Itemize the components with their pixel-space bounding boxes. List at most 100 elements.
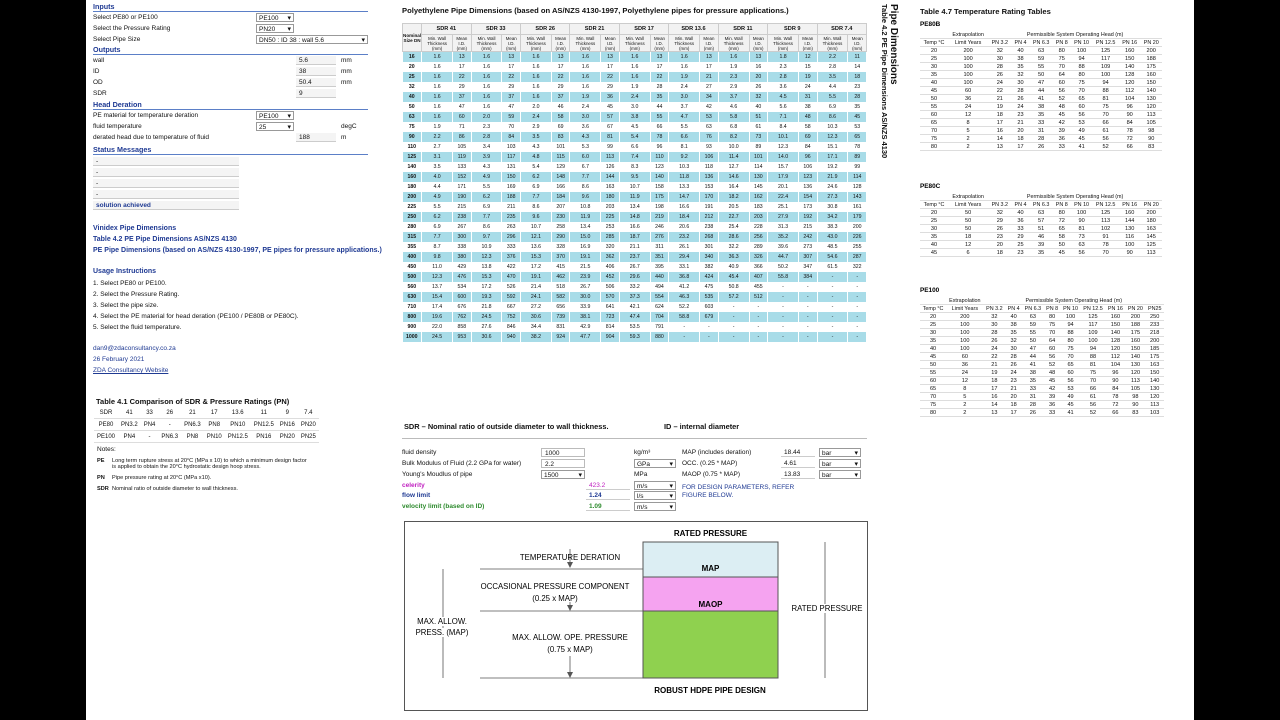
table-cell: 16 bbox=[988, 126, 1012, 135]
pipe-size-select[interactable]: DN50 : ID 38 : wall 5.6 bbox=[256, 35, 368, 45]
table-cell: 55.8 bbox=[767, 272, 800, 282]
bulk-modulus-unit-select[interactable]: GPa bbox=[634, 459, 676, 469]
table-row: 40 100 24 30 47 60 75 94 120 150 185 bbox=[920, 344, 1164, 353]
table-cell: 200 bbox=[948, 46, 989, 55]
table-cell: 24 bbox=[798, 82, 818, 92]
table-cell: 24 bbox=[948, 102, 989, 111]
pn-header: PN25 bbox=[1145, 304, 1164, 313]
table-cell: 11.9 bbox=[619, 192, 651, 202]
table-cell: 582 bbox=[551, 292, 571, 302]
table-cell: 150 bbox=[1140, 78, 1162, 87]
table-cell: 570 bbox=[600, 292, 620, 302]
table-cell: 1.6 bbox=[520, 51, 552, 62]
table-cell: 19.1 bbox=[520, 272, 552, 282]
table-cell: 17.2 bbox=[520, 262, 552, 272]
status-solution: solution achieved bbox=[93, 201, 239, 210]
table-row: 45 60 22 28 44 56 70 88 112 140 bbox=[920, 86, 1162, 95]
table-cell: 36.8 bbox=[668, 272, 701, 282]
table-row: PE80 PN3.2 PN4- PN6.3 PN8 PN10 PN12.5 PN16 PN20 bbox=[94, 418, 319, 431]
occ-unit-select[interactable]: bar bbox=[819, 459, 861, 469]
status-message: - bbox=[93, 190, 239, 199]
table-cell: 44 bbox=[1029, 86, 1053, 95]
table-cell: 130 bbox=[1125, 360, 1146, 369]
table-cell: 1.6 bbox=[471, 62, 503, 72]
table-cell: 6.9 bbox=[471, 202, 503, 212]
table-cell: 203 bbox=[749, 212, 769, 222]
table-row: 35 100 26 32 50 64 80 100 128 160 bbox=[920, 70, 1162, 79]
website-link[interactable]: ZDA Consultancy Website bbox=[93, 367, 169, 374]
celerity-unit-select[interactable]: m/s bbox=[634, 481, 676, 491]
table-cell: 2.9 bbox=[520, 122, 552, 132]
table-cell: 115 bbox=[551, 152, 571, 162]
table-cell: 4.5 bbox=[767, 92, 800, 102]
pe80b-title: PE80B bbox=[920, 21, 941, 28]
pn-header: PN 4 bbox=[1011, 200, 1030, 209]
table-cell: 163 bbox=[1145, 360, 1164, 369]
pressure-rating-select[interactable]: PN20 bbox=[256, 24, 294, 34]
table-row: 225 5.5 215 6.9 211 8.6 207 10.8 203 13.4 198 16.6 1… bbox=[402, 202, 867, 212]
table-cell: 5.6 bbox=[767, 102, 800, 112]
pn-header: PN 16 bbox=[1118, 200, 1141, 209]
table-row: 30 100 28 35 55 70 88 109 140 175 bbox=[920, 62, 1162, 71]
table-cell: 30 bbox=[983, 320, 1006, 329]
table-cell: 56 bbox=[1070, 110, 1093, 119]
fluid-temperature-select[interactable]: 25 bbox=[256, 122, 294, 132]
table-cell: 218 bbox=[1145, 328, 1164, 337]
table-cell: 38 bbox=[1029, 102, 1053, 111]
table-cell: 75 bbox=[1060, 344, 1081, 353]
table-cell: 17.4 bbox=[421, 302, 454, 312]
table-cell: 160 bbox=[1118, 208, 1141, 217]
table-cell: 440 bbox=[650, 272, 670, 282]
table-cell: 30 bbox=[920, 62, 949, 71]
occ-label: OCC. (0.25 * MAP) bbox=[682, 460, 738, 467]
table-cell: 15.3 bbox=[520, 252, 552, 262]
table-cell: 83 bbox=[1140, 142, 1162, 151]
table-cell: 2 bbox=[948, 142, 989, 151]
table-cell: 166 bbox=[551, 182, 571, 192]
table-cell: 58 bbox=[798, 122, 818, 132]
table-cell: 10.0 bbox=[718, 142, 750, 152]
pressure-rating-label: Select the Pressure Rating bbox=[93, 25, 171, 32]
table-cell: 38 bbox=[1005, 320, 1023, 329]
note-text: is applied to obtain the 20°C hydrostati… bbox=[112, 464, 261, 470]
table-cell: 130 bbox=[1140, 94, 1162, 103]
table-cell: 51 bbox=[1029, 224, 1053, 233]
table-cell: 100 bbox=[1070, 208, 1093, 217]
pe-material-select[interactable]: PE100 bbox=[256, 111, 294, 121]
density-input[interactable]: 1000 bbox=[541, 448, 585, 457]
table-cell: 200 bbox=[1145, 336, 1164, 345]
contact-email[interactable]: dan9@zdaconsultancy.co.za bbox=[93, 345, 176, 352]
id-subheader: Mean I.D. (mm) bbox=[798, 34, 818, 52]
table-cell: 23 bbox=[988, 232, 1012, 241]
table-cell: 36.3 bbox=[718, 252, 750, 262]
dn-cell: 710 bbox=[402, 302, 423, 312]
table-cell: 120 bbox=[1145, 392, 1164, 401]
table-cell: 7.7 bbox=[520, 192, 552, 202]
table-cell: 20 bbox=[920, 46, 949, 55]
young-modulus-select[interactable]: 1500 bbox=[541, 470, 585, 480]
pn-header: PN 6.3 bbox=[1022, 304, 1044, 313]
table-cell: 322 bbox=[847, 262, 867, 272]
bulk-modulus-input[interactable]: 2.2 bbox=[541, 459, 585, 468]
table-cell: 55 bbox=[1022, 328, 1044, 337]
velocity-limit-unit-select[interactable]: m/s bbox=[634, 502, 676, 512]
map-unit-select[interactable]: bar bbox=[819, 448, 861, 458]
table-cell: 18 bbox=[988, 110, 1012, 119]
table-cell: 60 bbox=[920, 376, 947, 385]
table-cell: 4.5 bbox=[619, 122, 651, 132]
table-cell: 26 bbox=[1005, 360, 1023, 369]
pe-select[interactable]: PE100 bbox=[256, 13, 294, 23]
table-cell: - bbox=[847, 292, 867, 302]
flow-limit-unit-select[interactable]: l/s bbox=[634, 491, 676, 501]
table-cell: 90 bbox=[1070, 216, 1093, 225]
velocity-limit-label: velocity limit (based on ID) bbox=[402, 503, 485, 510]
table-cell: 1.6 bbox=[421, 51, 454, 62]
pn-header: PN 8 bbox=[1052, 38, 1071, 47]
table-cell: 94 bbox=[1060, 320, 1081, 329]
maop-unit-select[interactable]: bar bbox=[819, 470, 861, 480]
table-cell: 40 bbox=[1011, 208, 1030, 217]
table-cell: 26 bbox=[1029, 142, 1053, 151]
id-label: ID bbox=[93, 68, 100, 75]
table-cell: 128 bbox=[847, 182, 867, 192]
table-cell: 12.7 bbox=[718, 162, 750, 172]
